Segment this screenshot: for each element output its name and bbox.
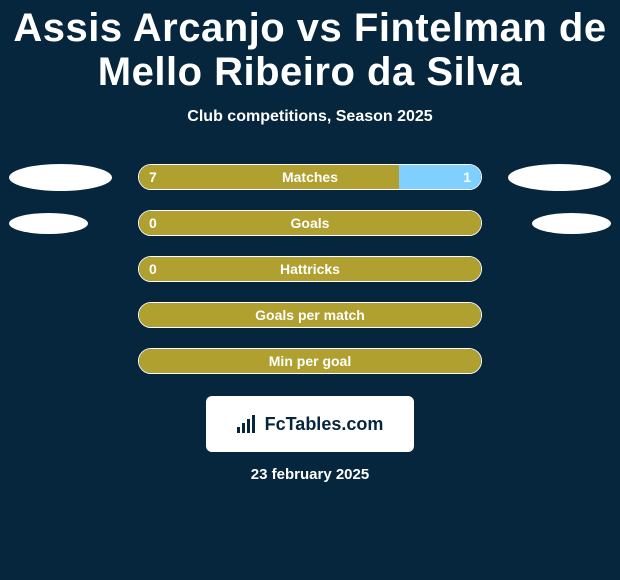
- page-title: Assis Arcanjo vs Fintelman de Mello Ribe…: [0, 0, 620, 94]
- stat-bar: Goals per match: [138, 302, 482, 328]
- stat-row: 0 Goals: [0, 210, 620, 236]
- infographic-root: Assis Arcanjo vs Fintelman de Mello Ribe…: [0, 0, 620, 580]
- player-left-avatar: [9, 213, 88, 234]
- stat-row: 0 Hattricks: [0, 256, 620, 282]
- stat-label: Hattricks: [280, 261, 340, 277]
- stat-value-left: 0: [149, 261, 157, 277]
- stat-rows: 7 1 Matches 0 Goals 0 Hattricks Goals per match…: [0, 164, 620, 374]
- player-right-avatar: [532, 213, 611, 234]
- stat-label: Goals: [291, 215, 330, 231]
- subtitle: Club competitions, Season 2025: [187, 108, 432, 126]
- stat-row: Min per goal: [0, 348, 620, 374]
- player-right-avatar: [508, 164, 611, 191]
- stat-row: Goals per match: [0, 302, 620, 328]
- stat-bar: 0 Hattricks: [138, 256, 482, 282]
- chart-icon: [237, 415, 259, 433]
- stat-value-left: 7: [149, 169, 157, 185]
- stat-bar: 7 1 Matches: [138, 164, 482, 190]
- stat-bar: 0 Goals: [138, 210, 482, 236]
- stat-bar-left-segment: [139, 165, 399, 189]
- date-text: 23 february 2025: [251, 466, 369, 483]
- stat-bar: Min per goal: [138, 348, 482, 374]
- branding-text: FcTables.com: [265, 414, 384, 435]
- stat-value-left: 0: [149, 215, 157, 231]
- stat-row: 7 1 Matches: [0, 164, 620, 190]
- player-left-avatar: [9, 164, 112, 191]
- stat-label: Min per goal: [269, 353, 351, 369]
- branding-badge: FcTables.com: [206, 396, 414, 452]
- stat-label: Matches: [282, 169, 338, 185]
- stat-label: Goals per match: [255, 307, 365, 323]
- stat-value-right: 1: [463, 169, 471, 185]
